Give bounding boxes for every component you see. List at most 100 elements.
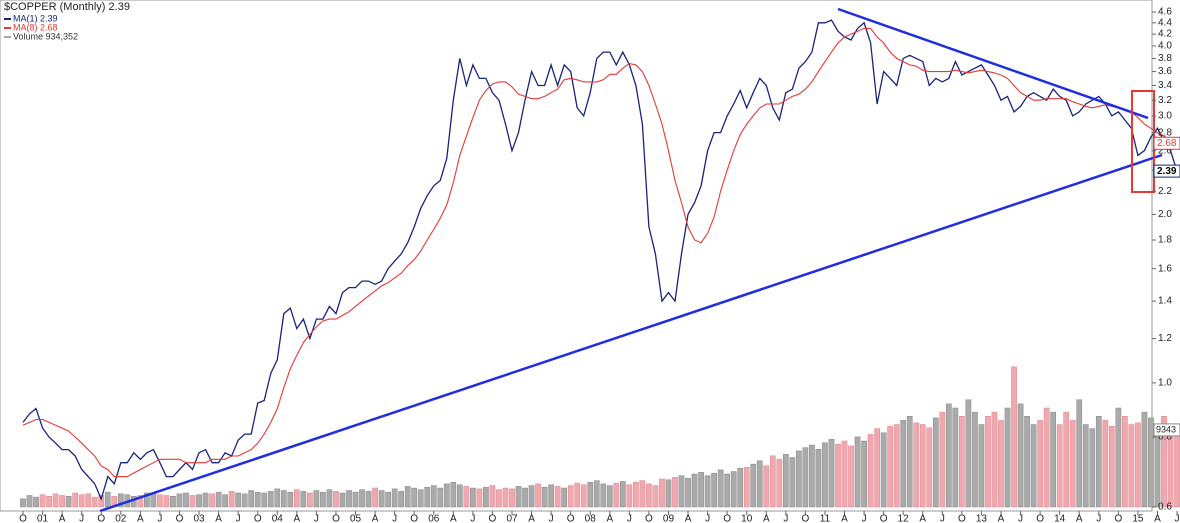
- series-line: [22, 19, 1178, 501]
- volume-bar: [802, 447, 809, 508]
- volume-bar: [20, 498, 26, 508]
- legend-label: MA(8) 2.68: [13, 22, 58, 32]
- x-tick-label: J: [783, 514, 788, 523]
- x-tick-label: A: [763, 514, 770, 523]
- x-tick-label: O: [254, 514, 262, 523]
- volume-bar: [1011, 366, 1017, 508]
- y-tick-label: 2.6: [1158, 145, 1172, 156]
- volume-bar: [398, 491, 405, 508]
- volume-bar: [652, 485, 659, 508]
- volume-bar: [763, 465, 770, 508]
- volume-bar: [587, 482, 594, 508]
- y-tick-label: 3.0: [1158, 111, 1172, 122]
- x-tick-label: 08: [585, 514, 597, 523]
- volume-bar: [939, 411, 946, 508]
- chart-title: $COPPER (Monthly) 2.39: [4, 1, 130, 13]
- x-tick-label: 02: [115, 514, 127, 523]
- volume-bar: [985, 416, 991, 508]
- volume-bar: [919, 424, 926, 508]
- volume-bar: [33, 496, 39, 508]
- volume-bar: [430, 485, 437, 508]
- volume-bar: [320, 491, 326, 508]
- y-tick-label: 0.8: [1158, 432, 1172, 443]
- volume-bar: [307, 492, 313, 508]
- volume-bar: [835, 444, 841, 508]
- volume-bar: [522, 487, 528, 508]
- legend-swatch: [4, 27, 11, 29]
- volume-bar: [1050, 411, 1057, 508]
- volume-bar: [157, 494, 163, 508]
- volume-bar: [606, 485, 613, 508]
- volume-bar: [854, 436, 861, 508]
- volume-bar: [287, 491, 294, 508]
- volume-bar: [756, 460, 763, 508]
- volume-bar: [887, 425, 894, 508]
- volume-bar: [1174, 429, 1180, 508]
- volume-bar: [404, 486, 411, 508]
- volume-bar: [365, 491, 372, 508]
- volume-bar: [815, 449, 822, 508]
- volume-bar: [1004, 407, 1011, 508]
- volume-bar: [1082, 424, 1089, 508]
- x-tick-label: 10: [741, 514, 753, 523]
- volume-bar: [52, 493, 59, 508]
- volume-bar: [326, 489, 333, 508]
- x-tick-label: J: [79, 514, 84, 523]
- x-tick-label: 12: [898, 514, 910, 523]
- volume-bar: [893, 424, 900, 508]
- volume-bar: [59, 495, 65, 508]
- y-tick-label: 1.2: [1158, 333, 1172, 344]
- volume-bar: [137, 495, 144, 508]
- volume-bar: [300, 491, 307, 508]
- last-value-label: 2.39: [1157, 166, 1177, 177]
- x-tick-label: O: [489, 514, 497, 523]
- y-tick-label: 3.2: [1158, 95, 1172, 106]
- volume-bar: [280, 490, 287, 508]
- volume-bar: [822, 442, 828, 508]
- volume-bar: [274, 488, 281, 508]
- x-tick-label: J: [627, 514, 632, 523]
- volume-bar: [78, 494, 85, 508]
- volume-bar: [978, 424, 985, 508]
- volume-bar: [685, 477, 691, 508]
- x-tick-label: O: [1036, 514, 1044, 523]
- x-tick-label: O: [410, 514, 418, 523]
- resistance-trendline: [837, 7, 1149, 120]
- volume-bar: [704, 475, 711, 508]
- volume-bar: [346, 490, 352, 508]
- volume-bar: [750, 463, 757, 508]
- volume-bar: [959, 416, 965, 508]
- volume-bar: [85, 493, 92, 508]
- y-tick-label: 1.4: [1158, 296, 1172, 307]
- volume-bar: [796, 450, 802, 508]
- volume-bar: [456, 484, 463, 508]
- volume-bar: [613, 482, 620, 508]
- x-tick-label: J: [705, 514, 710, 523]
- x-tick-label: 04: [272, 514, 284, 523]
- volume-bar: [65, 496, 72, 508]
- volume-bar: [926, 427, 933, 508]
- volume-label-box: [1153, 423, 1180, 437]
- volume-bar: [483, 486, 489, 508]
- legend-label: MA(1) 2.39: [13, 13, 58, 23]
- volume-bar: [769, 455, 776, 508]
- volume-bar: [633, 482, 639, 508]
- x-tick-label: A: [215, 514, 222, 523]
- volume-bar: [1089, 428, 1096, 508]
- x-tick-label: O: [176, 514, 184, 523]
- x-tick-label: A: [450, 514, 457, 523]
- axes: 0.60.81.01.21.41.61.82.02.22.42.62.83.03…: [19, 7, 1180, 523]
- volume-bar: [874, 428, 880, 508]
- volume-bar: [554, 486, 561, 508]
- volume-bar: [789, 457, 796, 508]
- volume-bar: [659, 478, 665, 508]
- y-tick-label: 1.8: [1158, 235, 1172, 246]
- volume-bar: [1076, 399, 1083, 508]
- volume-bar: [841, 440, 848, 508]
- volume-bar: [880, 432, 887, 508]
- volume-bar: [698, 472, 704, 508]
- volume-bar: [998, 420, 1004, 508]
- y-tick-label: 4.6: [1158, 7, 1172, 18]
- volume-bar: [46, 496, 52, 508]
